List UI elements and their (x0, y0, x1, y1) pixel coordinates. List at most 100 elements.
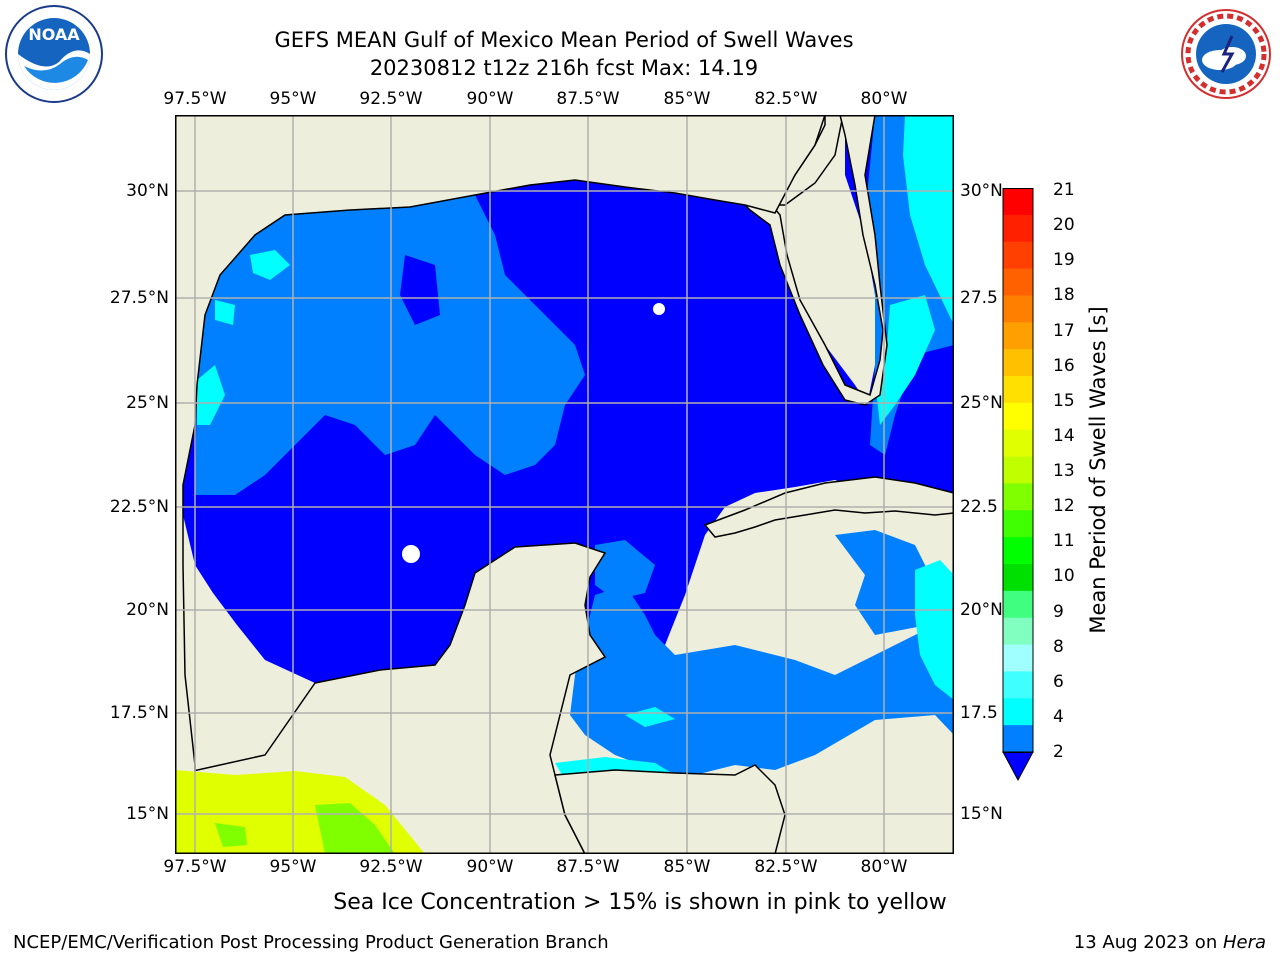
colorbar-swatch (1003, 510, 1033, 538)
colorbar-tick-label: 8 (1053, 636, 1064, 657)
colorbar-tick-label: 18 (1053, 285, 1075, 306)
swell-band-6-8 (915, 560, 954, 700)
footer-date: 13 Aug 2023 on Hera (1074, 932, 1266, 953)
lat-label: 30°N (126, 181, 169, 201)
lat-label: 25°N (126, 393, 169, 413)
colorbar-tick-label: 4 (1053, 706, 1064, 727)
colorbar-svg (1002, 188, 1034, 782)
colorbar-label: Mean Period of Swell Waves [s] (1086, 306, 1110, 634)
colorbar-swatch (1003, 537, 1033, 565)
colorbar-swatch (1003, 671, 1033, 699)
colorbar-swatch (1003, 214, 1033, 243)
colorbar-tick-label: 15 (1053, 390, 1075, 411)
colorbar-tick-label: 14 (1053, 425, 1075, 446)
lat-label: 15°N (960, 804, 1003, 824)
colorbar-swatch (1003, 376, 1033, 404)
colorbar-swatch (1003, 188, 1033, 216)
colorbar-swatch (1003, 322, 1033, 350)
colorbar-tick-label: 6 (1053, 671, 1064, 692)
sea-ice-note: Sea Ice Concentration > 15% is shown in … (333, 890, 947, 915)
swell-band-4-6 (595, 540, 655, 600)
lon-label: 92.5°W (359, 857, 423, 877)
lat-label: 20°N (960, 600, 1003, 620)
colorbar-tick-label: 9 (1053, 601, 1064, 622)
lat-label: 22.5 (960, 497, 998, 517)
noaa-logo-icon: NOAA (4, 4, 104, 104)
lon-label: 87.5°W (556, 89, 620, 109)
colorbar-tick-label: 2 (1053, 742, 1064, 762)
colorbar-tick-label: 21 (1053, 180, 1075, 200)
swell-band-6-8 (903, 115, 954, 325)
lon-label: 80°W (860, 857, 908, 877)
map-svg (175, 115, 954, 854)
colorbar-swatch (1003, 483, 1033, 511)
nws-logo-icon (1180, 8, 1272, 100)
sea-ice-area (215, 823, 247, 847)
colorbar-tick-label: 12 (1053, 496, 1075, 517)
colorbar-tick-label: 17 (1053, 320, 1075, 341)
colorbar-frame (1002, 188, 1034, 753)
lon-label: 85°W (663, 89, 711, 109)
florida-land (733, 115, 954, 406)
lon-label: 90°W (466, 857, 514, 877)
colorbar-swatch (1003, 349, 1033, 377)
noaa-logo-text: NOAA (28, 25, 80, 44)
graticule (175, 115, 954, 854)
lon-label: 95°W (269, 89, 317, 109)
colorbar-swatch (1003, 429, 1033, 458)
colorbar-swatch (1003, 402, 1033, 431)
colorbar-swatch (1003, 295, 1033, 323)
lon-label: 97.5°W (163, 857, 227, 877)
colorbar-tick-label: 13 (1053, 461, 1075, 481)
lat-label: 27.5°N (109, 288, 169, 308)
map-subtitle: 20230812 t12z 216h fcst Max: 14.19 (369, 56, 759, 80)
lat-label: 17.5 (960, 703, 998, 723)
lon-label: 82.5°W (754, 89, 818, 109)
lon-label: 90°W (466, 89, 514, 109)
lon-label: 82.5°W (754, 857, 818, 877)
colorbar-swatch (1003, 268, 1033, 296)
colorbar (1002, 188, 1034, 782)
swell-band-6-8 (625, 707, 675, 727)
map-panel (175, 115, 954, 854)
lat-label: 15°N (126, 804, 169, 824)
footer-credit: NCEP/EMC/Verification Post Processing Pr… (13, 932, 609, 953)
colorbar-tick-label: 11 (1053, 531, 1075, 552)
lat-label: 30°N (960, 181, 1003, 201)
footer-host: Hera (1222, 932, 1266, 953)
colorbar-swatch (1003, 590, 1033, 619)
lat-label: 25°N (960, 393, 1003, 413)
lon-label: 87.5°W (556, 857, 620, 877)
swell-band-2-4 (400, 255, 440, 325)
colorbar-swatch (1003, 456, 1033, 484)
swell-band-4-6 (570, 585, 954, 775)
colorbar-tick-label: 19 (1053, 250, 1075, 271)
swell-band-6-8 (215, 300, 235, 325)
map-title: GEFS MEAN Gulf of Mexico Mean Period of … (274, 28, 854, 52)
data-gap (402, 545, 420, 563)
lat-label: 27.5 (960, 288, 998, 308)
colorbar-tick-label: 10 (1053, 566, 1075, 587)
swell-band-6-8 (875, 295, 935, 425)
lat-label: 17.5°N (109, 703, 169, 723)
lon-label: 97.5°W (163, 89, 227, 109)
lon-label: 80°W (860, 89, 908, 109)
lon-label: 85°W (663, 857, 711, 877)
lon-label: 92.5°W (359, 89, 423, 109)
colorbar-swatch (1003, 564, 1033, 592)
colorbar-extension (1002, 751, 1034, 782)
central-america-land (554, 764, 786, 854)
lat-label: 22.5°N (109, 497, 169, 517)
colorbar-swatch (1003, 698, 1033, 726)
colorbar-tick-label: 16 (1053, 355, 1075, 376)
swell-band-2-4 (295, 430, 340, 475)
colorbar-swatch (1003, 725, 1033, 753)
data-gap (653, 303, 665, 315)
mexico-land (175, 115, 826, 854)
colorbar-tick-label: 20 (1053, 215, 1075, 236)
lon-label: 95°W (269, 857, 317, 877)
footer-date-text: 13 Aug 2023 on (1073, 932, 1223, 953)
lat-label: 20°N (126, 600, 169, 620)
swell-band-6-8 (197, 365, 225, 425)
colorbar-swatch (1003, 241, 1033, 270)
